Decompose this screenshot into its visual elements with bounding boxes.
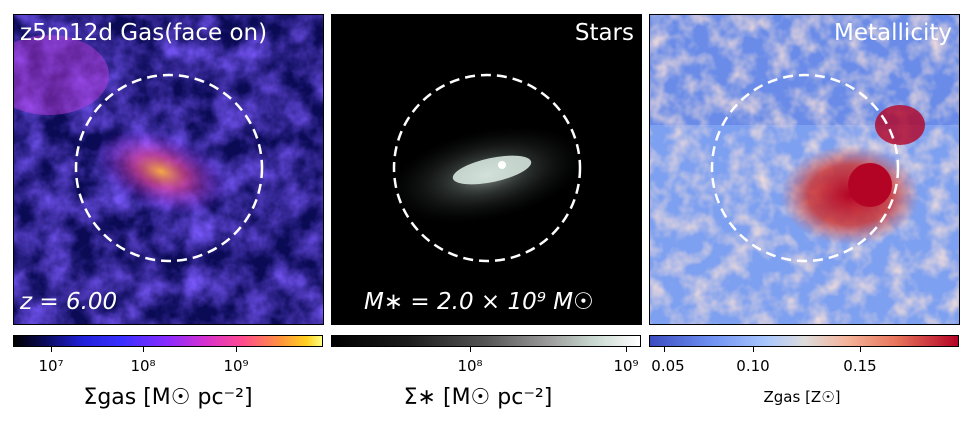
stars-tick-1e9: 10⁹ (613, 357, 639, 375)
gas-density-map (14, 15, 323, 324)
metallicity-panel: Metallicity (649, 14, 960, 325)
met-tick-010: 0.10 (736, 357, 770, 375)
gas-panel-title: z5m12d Gas(face on) (20, 20, 268, 46)
tick-mark (51, 346, 52, 352)
stars-panel-title: Stars (574, 20, 634, 46)
tick-mark (860, 346, 861, 352)
stars-colorbar (331, 335, 641, 347)
aperture-circle (74, 73, 264, 263)
tick-mark (753, 346, 754, 352)
met-tick-015: 0.15 (843, 357, 877, 375)
redshift-label: z = 6.00 (20, 289, 118, 315)
metallicity-colorbar-label: Zgas [Z☉] (763, 388, 841, 406)
stars-tick-1e8: 10⁸ (457, 357, 483, 375)
stellar-mass-label: M∗ = 2.0 × 10⁹ M☉ (364, 289, 594, 315)
tick-mark (236, 346, 237, 352)
stars-colorbar-label: Σ∗ [M☉ pc⁻²] (403, 385, 553, 410)
aperture-circle (710, 73, 900, 263)
gas-tick-1e9: 10⁹ (223, 357, 249, 375)
tick-mark (470, 346, 471, 352)
aperture-circle (392, 73, 582, 263)
gas-colorbar-label: Σgas [M☉ pc⁻²] (83, 385, 253, 410)
gas-colorbar (13, 335, 323, 347)
metallicity-colorbar (649, 335, 959, 347)
metallicity-panel-title: Metallicity (834, 20, 952, 46)
met-tick-005: 0.05 (651, 357, 685, 375)
stars-panel: Stars M∗ = 2.0 × 10⁹ M☉ (331, 14, 642, 325)
gas-tick-1e8: 10⁸ (130, 357, 156, 375)
gas-tick-1e7: 10⁷ (38, 357, 64, 375)
tick-mark (143, 346, 144, 352)
gas-panel: z5m12d Gas(face on) z = 6.00 (13, 14, 324, 325)
tick-mark (626, 346, 627, 352)
tick-mark (664, 346, 665, 352)
metallicity-map (650, 15, 959, 324)
stellar-density-map (332, 15, 641, 324)
